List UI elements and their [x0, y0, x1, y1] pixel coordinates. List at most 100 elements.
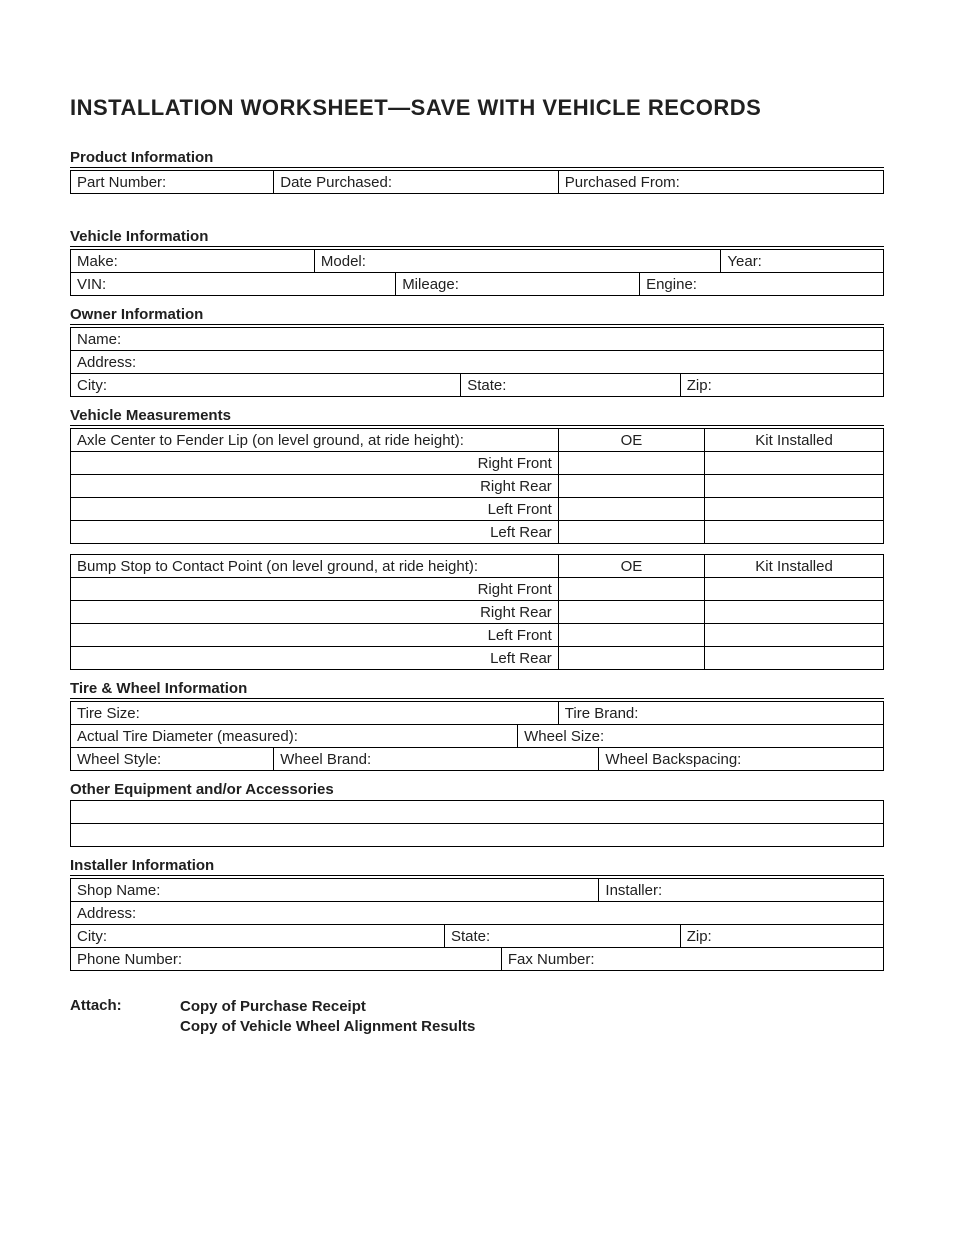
label-owner-city: City: — [71, 374, 461, 397]
table-row: Phone Number: Fax Number: — [71, 948, 884, 971]
table-row: Wheel Style: Wheel Brand: Wheel Backspac… — [71, 748, 884, 771]
label-installer-state: State: — [444, 925, 680, 948]
input-cell[interactable] — [558, 498, 704, 521]
section-heading-installer: Installer Information — [70, 857, 884, 876]
label-engine: Engine: — [640, 273, 884, 296]
input-cell[interactable] — [705, 624, 884, 647]
table-row — [71, 801, 884, 824]
section-heading-other: Other Equipment and/or Accessories — [70, 781, 884, 798]
owner-info-table: Name: Address: City: State: Zip: — [70, 327, 884, 397]
attach-label: Attach: — [70, 997, 180, 1036]
installer-info-table: Shop Name: Installer: Address: City: Sta… — [70, 878, 884, 971]
input-cell[interactable] — [705, 521, 884, 544]
table-row: Left Rear — [71, 521, 884, 544]
label-installer-address: Address: — [71, 902, 884, 925]
section-heading-tire-wheel: Tire & Wheel Information — [70, 680, 884, 699]
row-label: Right Rear — [71, 601, 559, 624]
label-shop-name: Shop Name: — [71, 879, 599, 902]
col-header-kit: Kit Installed — [705, 555, 884, 578]
input-cell[interactable] — [558, 578, 704, 601]
table-row: Address: — [71, 351, 884, 374]
col-header-oe: OE — [558, 429, 704, 452]
table-row — [71, 824, 884, 847]
table-row: Left Rear — [71, 647, 884, 670]
input-cell[interactable] — [71, 801, 884, 824]
label-owner-state: State: — [461, 374, 681, 397]
row-label: Right Front — [71, 452, 559, 475]
table-row: Left Front — [71, 624, 884, 647]
label-actual-diameter: Actual Tire Diameter (measured): — [71, 725, 518, 748]
label-wheel-brand: Wheel Brand: — [274, 748, 599, 771]
label-installer: Installer: — [599, 879, 884, 902]
installation-worksheet: INSTALLATION WORKSHEET—SAVE WITH VEHICLE… — [0, 0, 954, 1235]
input-cell[interactable] — [705, 452, 884, 475]
vehicle-info-table: Make: Model: Year: VIN: Mileage: Engine: — [70, 249, 884, 296]
input-cell[interactable] — [705, 475, 884, 498]
row-label: Left Rear — [71, 647, 559, 670]
input-cell[interactable] — [558, 521, 704, 544]
table-row: Actual Tire Diameter (measured): Wheel S… — [71, 725, 884, 748]
table-row: Right Rear — [71, 601, 884, 624]
label-model: Model: — [314, 250, 720, 273]
table-row: Part Number: Date Purchased: Purchased F… — [71, 171, 884, 194]
row-label: Right Rear — [71, 475, 559, 498]
section-heading-product: Product Information — [70, 149, 884, 168]
section-heading-owner: Owner Information — [70, 306, 884, 325]
page-title: INSTALLATION WORKSHEET—SAVE WITH VEHICLE… — [70, 95, 884, 121]
table-row: City: State: Zip: — [71, 374, 884, 397]
label-make: Make: — [71, 250, 315, 273]
input-cell[interactable] — [705, 578, 884, 601]
table-row: Right Rear — [71, 475, 884, 498]
product-info-table: Part Number: Date Purchased: Purchased F… — [70, 170, 884, 194]
row-label: Left Rear — [71, 521, 559, 544]
label-installer-zip: Zip: — [680, 925, 883, 948]
label-wheel-backspacing: Wheel Backspacing: — [599, 748, 884, 771]
row-label: Left Front — [71, 624, 559, 647]
row-label: Left Front — [71, 498, 559, 521]
input-cell[interactable] — [558, 452, 704, 475]
attach-section: Attach: Copy of Purchase Receipt Copy of… — [70, 997, 884, 1036]
other-equipment-table — [70, 800, 884, 847]
row-label: Right Front — [71, 578, 559, 601]
label-owner-address: Address: — [71, 351, 884, 374]
bump-measurements-table: Bump Stop to Contact Point (on level gro… — [70, 554, 884, 670]
input-cell[interactable] — [558, 475, 704, 498]
table-row: Tire Size: Tire Brand: — [71, 702, 884, 725]
label-tire-size: Tire Size: — [71, 702, 559, 725]
col-header-kit: Kit Installed — [705, 429, 884, 452]
table-row: City: State: Zip: — [71, 925, 884, 948]
input-cell[interactable] — [558, 601, 704, 624]
label-wheel-size: Wheel Size: — [518, 725, 884, 748]
label-installer-phone: Phone Number: — [71, 948, 502, 971]
tire-wheel-table: Tire Size: Tire Brand: Actual Tire Diame… — [70, 701, 884, 771]
input-cell[interactable] — [705, 601, 884, 624]
label-owner-zip: Zip: — [680, 374, 883, 397]
input-cell[interactable] — [705, 647, 884, 670]
label-mileage: Mileage: — [396, 273, 640, 296]
table-row: Left Front — [71, 498, 884, 521]
label-purchased-from: Purchased From: — [558, 171, 883, 194]
label-wheel-style: Wheel Style: — [71, 748, 274, 771]
col-header-oe: OE — [558, 555, 704, 578]
label-installer-city: City: — [71, 925, 445, 948]
table-row: VIN: Mileage: Engine: — [71, 273, 884, 296]
input-cell[interactable] — [558, 647, 704, 670]
input-cell[interactable] — [558, 624, 704, 647]
table-row: Shop Name: Installer: — [71, 879, 884, 902]
input-cell[interactable] — [705, 498, 884, 521]
table-row: Right Front — [71, 452, 884, 475]
label-year: Year: — [721, 250, 884, 273]
label-tire-brand: Tire Brand: — [558, 702, 883, 725]
label-part-number: Part Number: — [71, 171, 274, 194]
label-installer-fax: Fax Number: — [501, 948, 883, 971]
label-vin: VIN: — [71, 273, 396, 296]
input-cell[interactable] — [71, 824, 884, 847]
axle-measurements-table: Axle Center to Fender Lip (on level grou… — [70, 428, 884, 544]
label-axle-header: Axle Center to Fender Lip (on level grou… — [71, 429, 559, 452]
attach-line2: Copy of Vehicle Wheel Alignment Results — [180, 1017, 475, 1037]
attach-line1: Copy of Purchase Receipt — [180, 997, 475, 1017]
table-row: Bump Stop to Contact Point (on level gro… — [71, 555, 884, 578]
table-row: Address: — [71, 902, 884, 925]
section-heading-vehicle: Vehicle Information — [70, 228, 884, 247]
label-date-purchased: Date Purchased: — [274, 171, 559, 194]
